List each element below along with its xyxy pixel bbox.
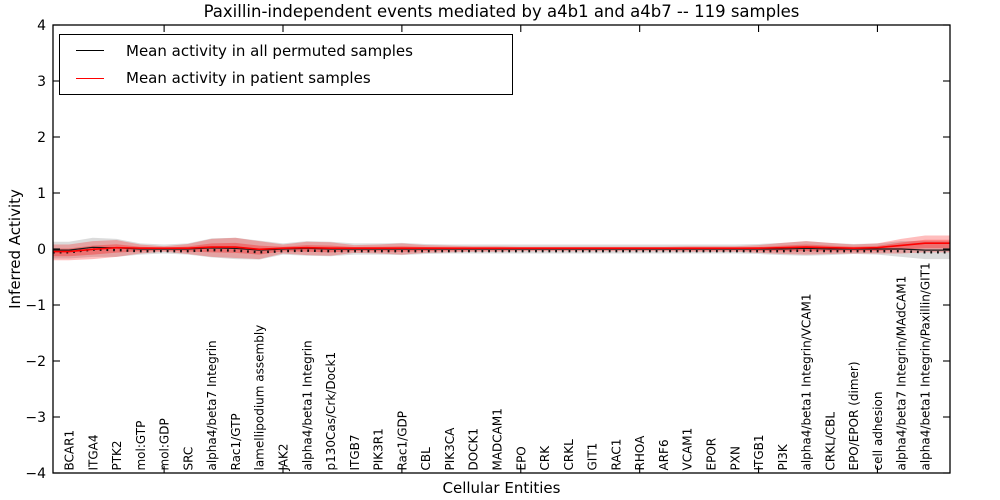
y-tick-label: −4	[25, 466, 46, 482]
x-tick-label: PIK3CA	[443, 427, 457, 471]
y-axis-label: Inferred Activity	[6, 189, 24, 309]
x-tick-label: p130Cas/Crk/Dock1	[324, 352, 338, 471]
x-tick-label: PI3K	[776, 443, 790, 470]
legend-label-permuted: Mean activity in all permuted samples	[126, 41, 413, 60]
legend-label-patient: Mean activity in patient samples	[126, 69, 371, 88]
x-tick-label: ARF6	[657, 439, 671, 470]
x-tick-label: EPO	[514, 446, 528, 470]
permuted-line-swatch	[76, 50, 104, 52]
x-tick-label: ITGB1	[752, 434, 766, 470]
x-tick-label: JAK2	[277, 443, 291, 471]
legend: Mean activity in all permuted samples Me…	[59, 34, 513, 95]
x-tick-label: DOCK1	[467, 428, 481, 471]
x-tick-label: alpha4/beta1 Integrin/Paxillin/GIT1	[919, 262, 933, 470]
patient-line-swatch	[76, 77, 104, 79]
x-axis-label: Cellular Entities	[442, 479, 561, 497]
y-tick-label: −2	[25, 354, 46, 370]
y-tick-label: 1	[37, 186, 46, 202]
x-tick-label: PTK2	[110, 440, 124, 470]
x-tick-label: Rac1/GTP	[229, 413, 243, 470]
y-tick-label: 3	[37, 74, 46, 90]
x-tick-label: SRC	[181, 447, 195, 471]
y-tick-label: −3	[25, 410, 46, 426]
y-tick-label: −1	[25, 298, 46, 314]
x-tick-label: BCAR1	[63, 430, 77, 471]
x-tick-label: RAC1	[609, 439, 623, 471]
x-tick-label: PIK3R1	[372, 428, 386, 470]
x-tick-label: mol:GTP	[134, 421, 148, 471]
x-tick-label: cell adhesion	[871, 392, 885, 471]
x-tick-label: alpha4/beta7 Integrin	[205, 340, 219, 470]
x-tick-label: CRK	[538, 445, 552, 471]
x-tick-label: Rac1/GDP	[395, 411, 409, 470]
x-tick-label: CRKL/CBL	[823, 412, 837, 471]
x-tick-label: GIT1	[586, 443, 600, 471]
x-tick-label: alpha4/beta1 Integrin/VCAM1	[800, 294, 814, 471]
x-tick-label: EPOR	[705, 438, 719, 471]
x-tick-label: lamellipodium assembly	[253, 325, 267, 471]
x-tick-label: CBL	[419, 447, 433, 471]
x-tick-label: ITGB7	[348, 434, 362, 470]
y-tick-label: 0	[37, 242, 46, 258]
x-tick-label: PXN	[728, 446, 742, 470]
x-tick-label: RHOA	[633, 435, 647, 471]
x-tick-label: EPO/EPOR (dimer)	[847, 361, 861, 470]
x-tick-label: CRKL	[562, 439, 576, 471]
chart-title: Paxillin-independent events mediated by …	[203, 2, 800, 21]
axes-box	[52, 24, 951, 474]
x-tick-label: VCAM1	[681, 428, 695, 471]
patient-mean-line	[53, 242, 950, 253]
y-tick-label: 2	[37, 130, 46, 146]
legend-entry-patient: Mean activity in patient samples	[76, 65, 512, 91]
x-tick-label: MADCAM1	[491, 408, 505, 470]
x-tick-label: ITGA4	[86, 434, 100, 470]
legend-entry-permuted: Mean activity in all permuted samples	[76, 38, 512, 64]
x-tick-label: alpha4/beta1 Integrin	[300, 340, 314, 470]
x-tick-label: mol:GDP	[158, 418, 172, 470]
y-tick-label: 4	[37, 18, 46, 34]
x-tick-label: alpha4/beta7 Integrin/MAdCAM1	[895, 276, 909, 471]
